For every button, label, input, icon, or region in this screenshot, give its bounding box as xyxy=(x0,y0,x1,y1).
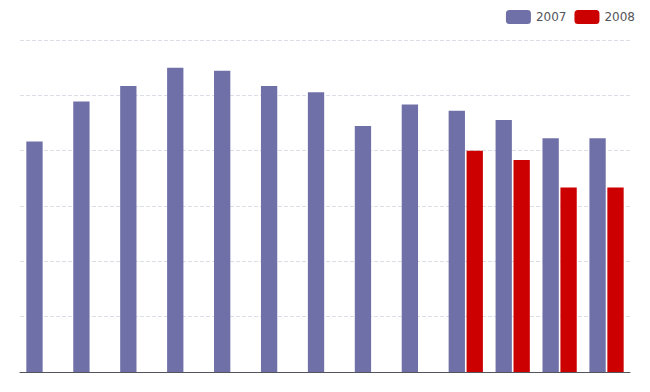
svg-text:2008: 2008 xyxy=(604,10,635,24)
svg-text:2007: 2007 xyxy=(536,10,567,24)
